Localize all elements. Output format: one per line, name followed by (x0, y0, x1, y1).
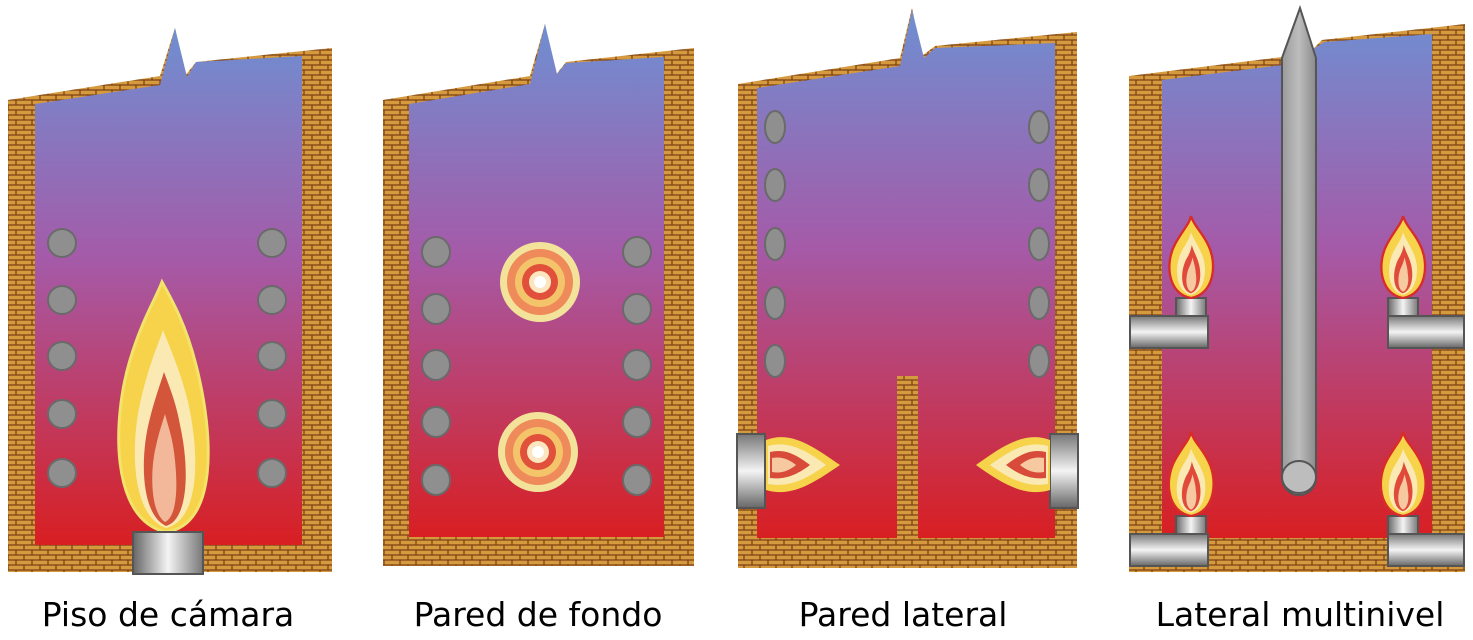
burner-pipe-upper-left (1129, 315, 1209, 349)
flame-right (976, 437, 1050, 493)
burner-tip-lower-right (1387, 515, 1419, 535)
tube-column-left (47, 228, 77, 488)
burner (132, 531, 204, 575)
diagram-sidewall (736, 8, 1079, 568)
burner-pipe-lower-right (1387, 533, 1465, 567)
burner-pipe-lower-left (1129, 533, 1209, 567)
burner-left (736, 433, 766, 509)
caption-multilevel: Lateral multinivel (1155, 595, 1445, 634)
caption-sidewall: Pared lateral (798, 595, 1008, 634)
diagram-floor (8, 28, 332, 575)
burner-tip-upper-left (1175, 297, 1207, 317)
furnace-chamber (35, 28, 302, 545)
flame-left (766, 437, 840, 493)
tube-column-left (421, 236, 451, 496)
tube-column-right (622, 236, 652, 496)
burner-pipe-upper-right (1387, 315, 1465, 349)
flame (117, 278, 210, 534)
center-tube (1281, 4, 1317, 496)
diagram-backwall (383, 24, 694, 566)
burner-tip-upper-right (1387, 297, 1419, 317)
radiant-burner-lower (498, 412, 578, 492)
furnace-chamber (757, 10, 1055, 538)
caption-floor: Piso de cámara (41, 595, 295, 634)
tube-column-left (764, 110, 786, 378)
caption-backwall: Pared de fondo (413, 595, 663, 634)
radiant-burner-upper (500, 242, 580, 322)
diagram-multilevel (1129, 4, 1465, 572)
burner-right (1049, 433, 1079, 509)
tube-column-right (1028, 110, 1050, 378)
burner-tip-lower-left (1175, 515, 1207, 535)
center-tube-end (1281, 460, 1317, 494)
tube-column-right (257, 228, 287, 488)
division-wall (897, 376, 918, 538)
